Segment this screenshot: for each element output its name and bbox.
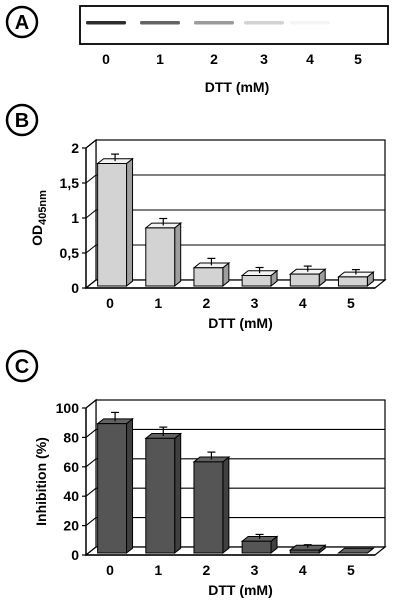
x-tick-label: 4 (299, 295, 307, 311)
panel-a-x-axis-title: DTT (mM) (205, 79, 270, 95)
panel-b-letter: B (15, 110, 29, 132)
panel-a: A 0 1 2 3 4 5 DTT (mM) (5, 5, 389, 95)
x-tick-label: 0 (106, 562, 114, 578)
bar-front (241, 540, 272, 554)
x-tick-label: 5 (347, 562, 355, 578)
lane-label: 2 (210, 51, 218, 67)
bar-side (174, 432, 182, 555)
side-wall (85, 398, 97, 557)
y-axis-title: Inhibition (%) (33, 437, 49, 526)
gridline (85, 174, 385, 184)
blot-band (140, 21, 180, 25)
x-tick-label: 4 (299, 562, 307, 578)
x-tick-label: 3 (251, 562, 259, 578)
x-axis-title: DTT (mM) (208, 315, 273, 331)
x-tick-label: 2 (203, 295, 211, 311)
panel-a-badge (5, 5, 39, 39)
y-tick-label: 40 (63, 488, 79, 504)
bar (288, 265, 327, 288)
x-tick-label: 5 (347, 295, 355, 311)
y-tick-label: 60 (63, 459, 79, 475)
y-axis-title: OD405nm (29, 190, 49, 246)
bar-front (145, 437, 176, 554)
y-tick-label: 0 (71, 547, 79, 563)
y-tick-label: 0,5 (60, 245, 80, 261)
back-wall (95, 399, 386, 548)
y-tick-label: 100 (56, 400, 80, 416)
bar-side (126, 157, 134, 288)
bar-front (193, 267, 224, 287)
x-axis-title: DTT (mM) (208, 582, 273, 598)
x-tick-label: 2 (203, 562, 211, 578)
bar (192, 257, 231, 288)
y-tick-label: 80 (63, 429, 79, 445)
gridline (85, 428, 385, 438)
bar-front (193, 461, 224, 554)
bar-side (222, 456, 230, 555)
bar (240, 533, 279, 555)
gridline (85, 139, 385, 149)
gridline (85, 487, 385, 497)
blot-lane-labels: 0 1 2 3 4 5 (102, 51, 362, 67)
x-tick-label: 0 (106, 295, 114, 311)
bar-front (337, 276, 368, 287)
bar (288, 544, 327, 555)
bar-side (174, 222, 182, 288)
panel-b-chart: 0 0,5 1 1,5 2 0 1 2 3 4 5 DTT (mM) OD405nm (29, 138, 387, 331)
bar (96, 411, 134, 555)
blot-frame (79, 5, 389, 45)
bar-front (97, 423, 128, 554)
y-tick-label: 20 (63, 518, 79, 534)
bar (337, 269, 375, 288)
y-tick-label: 2 (71, 140, 79, 156)
bar-front (289, 549, 320, 554)
panel-c-badge (5, 349, 39, 383)
y-tick-label: 1 (71, 210, 79, 226)
bar-top (337, 547, 375, 554)
bar (192, 451, 231, 555)
bar-front (241, 275, 272, 287)
blot-band (244, 21, 284, 25)
gridline (85, 244, 385, 254)
y-axis-title-subscript: 405nm (37, 190, 49, 225)
gridline (85, 458, 385, 468)
bar-front (289, 273, 320, 287)
bar-front (145, 227, 176, 287)
bar (144, 426, 183, 555)
bar-side (126, 417, 134, 555)
x-tick-label: 3 (251, 295, 259, 311)
gridline (85, 517, 385, 527)
x-tick-label: 1 (154, 562, 162, 578)
blot-band (290, 21, 330, 25)
bar (337, 547, 375, 554)
gridline (85, 399, 385, 409)
lane-label: 3 (260, 51, 268, 67)
panel-c-chart: 0 20 40 60 80 100 0 1 2 3 4 5 DTT (mM) Inhibition (%) (33, 398, 387, 598)
panel-c-letter: C (15, 356, 29, 378)
blot-bands (86, 21, 330, 25)
panel-a-letter: A (15, 12, 29, 34)
bar (240, 266, 279, 288)
bar (96, 153, 134, 288)
lane-label: 0 (102, 51, 110, 67)
lane-label: 1 (156, 51, 164, 67)
gridline (85, 209, 385, 219)
x-tick-label: 1 (154, 295, 162, 311)
bar-front (97, 163, 128, 287)
panel-b: B 0 0,5 1 1,5 2 0 1 2 3 4 5 DTT (mM) OD405nm (5, 103, 387, 331)
lane-label: 4 (306, 51, 314, 67)
blot-band (194, 21, 234, 25)
y-tick-label: 0 (71, 280, 79, 296)
y-tick-label: 1,5 (60, 175, 80, 191)
blot-band (86, 21, 126, 25)
bar (144, 217, 183, 288)
panel-c: C 0 20 40 60 80 100 0 1 2 3 4 5 DTT (mM) Inhibition (… (5, 349, 387, 598)
lane-label: 5 (354, 51, 362, 67)
panel-b-badge (5, 103, 39, 137)
